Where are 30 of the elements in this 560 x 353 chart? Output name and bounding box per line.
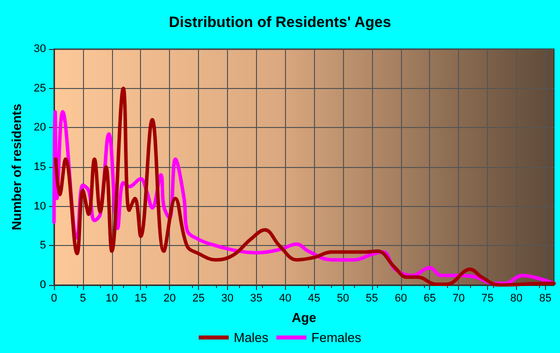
x-axis-title: Age	[292, 310, 316, 325]
x-tick-label: 65	[424, 292, 436, 304]
y-tick-label: 0	[40, 279, 46, 291]
x-tick-label: 80	[510, 292, 523, 304]
x-tick-label: 10	[106, 292, 118, 304]
x-tick-label: 35	[250, 292, 262, 304]
x-tick-label: 85	[539, 292, 552, 304]
x-tick-label: 30	[221, 292, 234, 304]
y-tick-label: 25	[34, 82, 46, 94]
x-tick-label: 40	[279, 292, 292, 304]
x-tick-label: 25	[192, 292, 205, 304]
legend-label: Males	[234, 330, 269, 345]
y-axis-title: Number of residents	[8, 104, 24, 230]
y-tick-label: 20	[34, 122, 46, 134]
y-tick-label: 5	[40, 240, 46, 252]
x-tick-label: 0	[50, 292, 58, 304]
x-tick-label: 45	[308, 292, 320, 304]
x-tick-label: 5	[80, 292, 86, 304]
legend-label: Females	[311, 330, 362, 345]
x-tick-label: 50	[336, 292, 350, 304]
x-tick-label: 60	[394, 292, 407, 304]
y-tick-label: 10	[34, 200, 46, 212]
chart-title: Distribution of Residents' Ages	[168, 14, 392, 31]
x-tick-label: 55	[366, 292, 378, 304]
y-tick-label: 30	[34, 43, 46, 55]
x-tick-label: 20	[163, 292, 176, 304]
x-tick-label: 75	[481, 292, 494, 304]
x-tick-label: 15	[134, 292, 147, 304]
x-tick-label: 70	[452, 292, 465, 304]
y-tick-label: 15	[34, 161, 46, 173]
